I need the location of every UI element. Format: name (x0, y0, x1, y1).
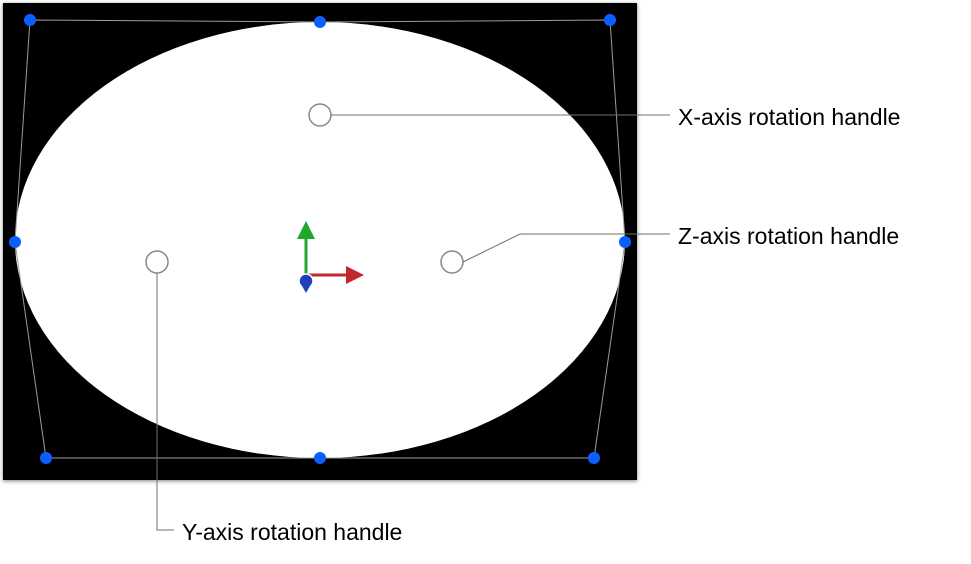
selected-ellipse-shape[interactable] (15, 22, 625, 458)
callout-label-z-axis: Z-axis rotation handle (678, 223, 899, 250)
callout-label-y-axis: Y-axis rotation handle (182, 519, 402, 546)
stage: X-axis rotation handle Z-axis rotation h… (0, 0, 971, 564)
callout-label-x-axis: X-axis rotation handle (678, 104, 900, 131)
